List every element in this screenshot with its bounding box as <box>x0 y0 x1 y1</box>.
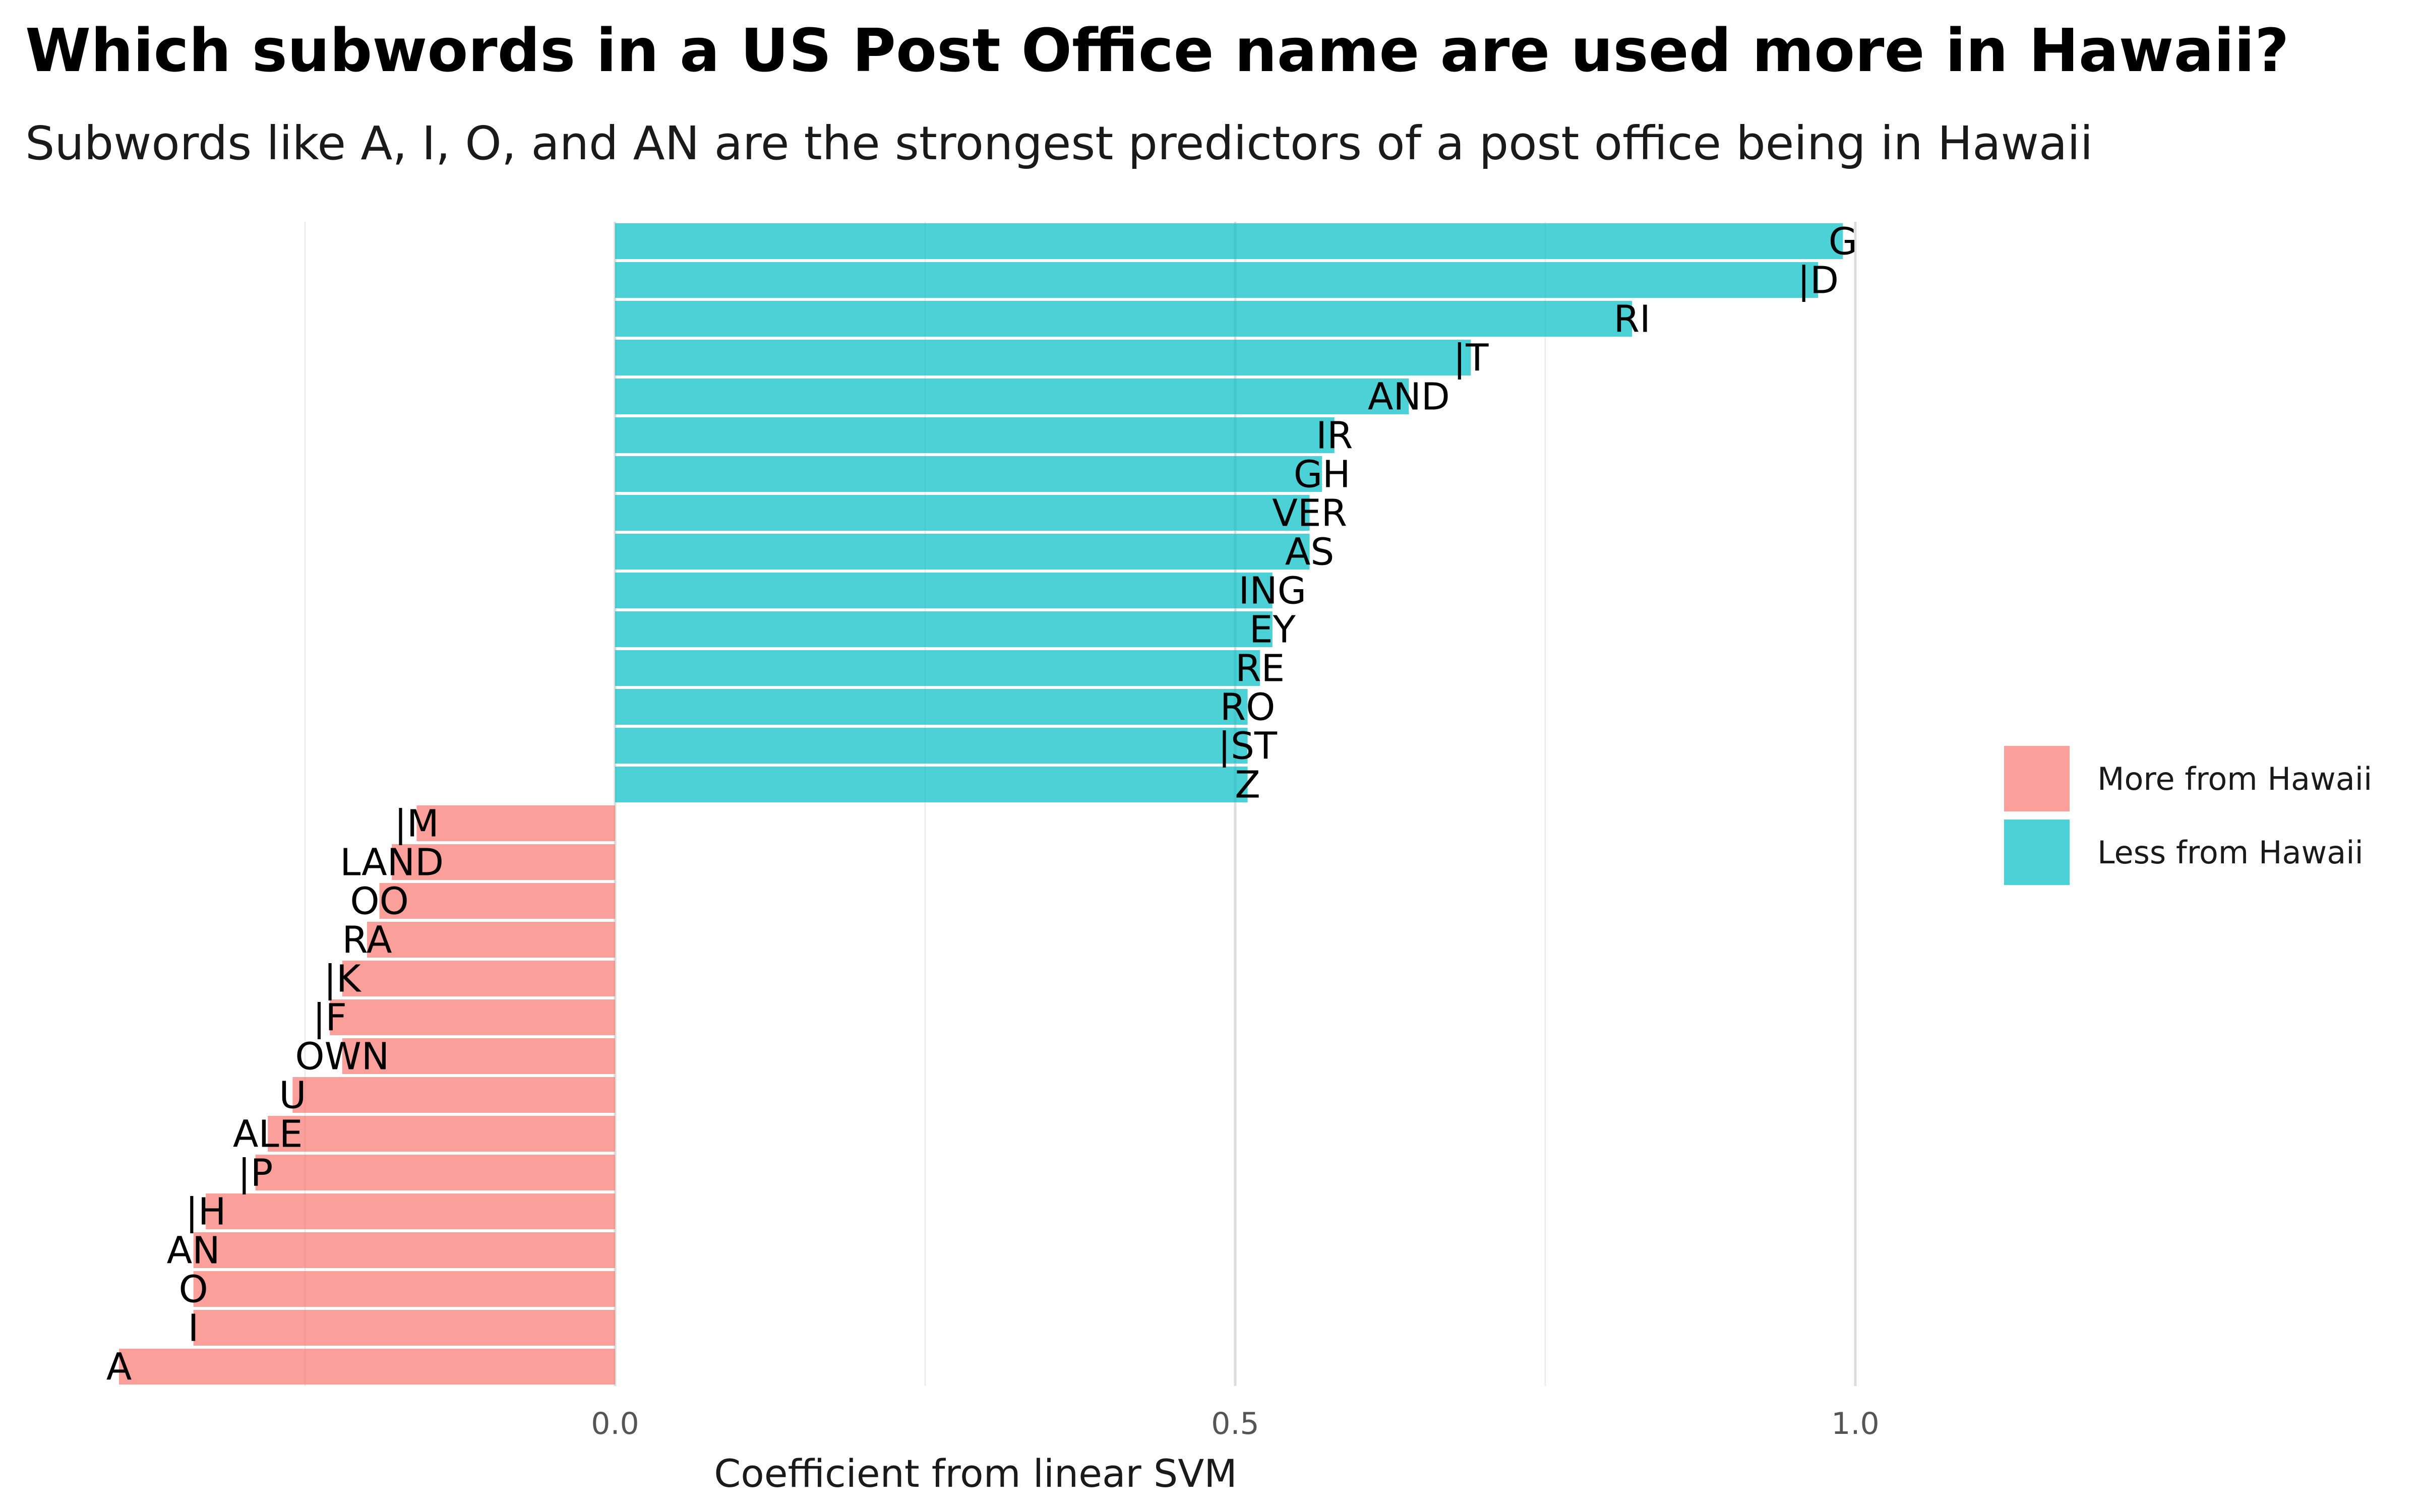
bar-label: OWN <box>295 1035 389 1079</box>
bar <box>615 495 1310 531</box>
bar-label: EY <box>1249 608 1296 652</box>
bar-label: |F <box>313 996 347 1040</box>
x-axis: 0.0 0.5 1.0 <box>591 1406 1879 1441</box>
x-tick-label: 0.0 <box>591 1406 639 1441</box>
bar <box>615 417 1335 453</box>
bar <box>615 689 1248 725</box>
bar <box>206 1193 615 1229</box>
legend-label: More from Hawaii <box>2097 761 2372 797</box>
bar <box>615 379 1409 414</box>
bar-label: RA <box>342 919 392 962</box>
x-tick-label: 1.0 <box>1831 1406 1879 1441</box>
bar <box>193 1271 616 1307</box>
legend-label: Less from Hawaii <box>2097 834 2364 871</box>
bar-label: U <box>279 1074 306 1117</box>
bar <box>615 340 1471 375</box>
bar-label: RO <box>1220 686 1276 729</box>
bar <box>193 1232 616 1268</box>
bar <box>330 999 615 1035</box>
bar-label: |ST <box>1218 725 1278 768</box>
bar-label: AN <box>167 1229 220 1273</box>
x-tick-label: 0.5 <box>1211 1406 1259 1441</box>
bar-label: AND <box>1368 375 1450 419</box>
bar <box>615 611 1273 647</box>
bar <box>379 883 615 919</box>
bar <box>615 262 1819 298</box>
bar <box>268 1116 615 1152</box>
bar <box>615 573 1273 608</box>
bar <box>615 301 1632 337</box>
bar-label: |K <box>324 958 362 1001</box>
bar-label: |D <box>1797 259 1839 302</box>
bar-label: VER <box>1272 492 1347 535</box>
legend: More from Hawaii Less from Hawaii <box>2004 746 2372 885</box>
bar-label: RE <box>1235 647 1285 690</box>
bar-label: |T <box>1453 337 1489 380</box>
bar-label: IR <box>1316 414 1353 458</box>
chart-subtitle: Subwords like A, I, O, and AN are the st… <box>25 116 2093 170</box>
bar-label: I <box>188 1307 199 1350</box>
bar <box>615 534 1310 570</box>
bar <box>615 223 1843 259</box>
bars <box>119 223 1843 1384</box>
bar-label: LAND <box>340 841 444 885</box>
bar <box>416 805 615 841</box>
grid-lines <box>304 222 1857 1386</box>
bar-label: AS <box>1285 531 1335 574</box>
bar-label: |H <box>186 1190 226 1234</box>
bar <box>392 844 615 880</box>
bar-label: A <box>106 1346 132 1389</box>
bar <box>342 961 615 996</box>
legend-swatch <box>2004 746 2070 811</box>
bar-labels: G|DRI|TANDIRGHVERASINGEYRERO|STZ|MLANDOO… <box>106 220 1857 1389</box>
bar-label: |P <box>238 1152 273 1195</box>
bar <box>292 1077 615 1113</box>
bar <box>615 728 1248 764</box>
x-axis-title: Coefficient from linear SVM <box>714 1451 1237 1496</box>
legend-swatch <box>2004 820 2070 885</box>
chart-title: Which subwords in a US Post Office name … <box>25 16 2289 85</box>
bar-label: OO <box>350 880 409 923</box>
bar-label: ALE <box>233 1113 303 1156</box>
bar <box>615 767 1248 802</box>
bar-label: O <box>178 1268 208 1311</box>
bar-label: Z <box>1235 764 1260 807</box>
bar-label: G <box>1829 220 1857 264</box>
bar <box>255 1155 616 1190</box>
bar-label: GH <box>1294 453 1351 496</box>
bar <box>615 456 1322 492</box>
bar <box>119 1349 615 1384</box>
bar <box>367 922 615 958</box>
bar-label: RI <box>1614 298 1651 341</box>
bar-label: |M <box>394 802 439 846</box>
bar-label: ING <box>1239 570 1307 613</box>
bar <box>615 650 1260 686</box>
bar <box>342 1038 615 1074</box>
bar <box>193 1310 616 1346</box>
